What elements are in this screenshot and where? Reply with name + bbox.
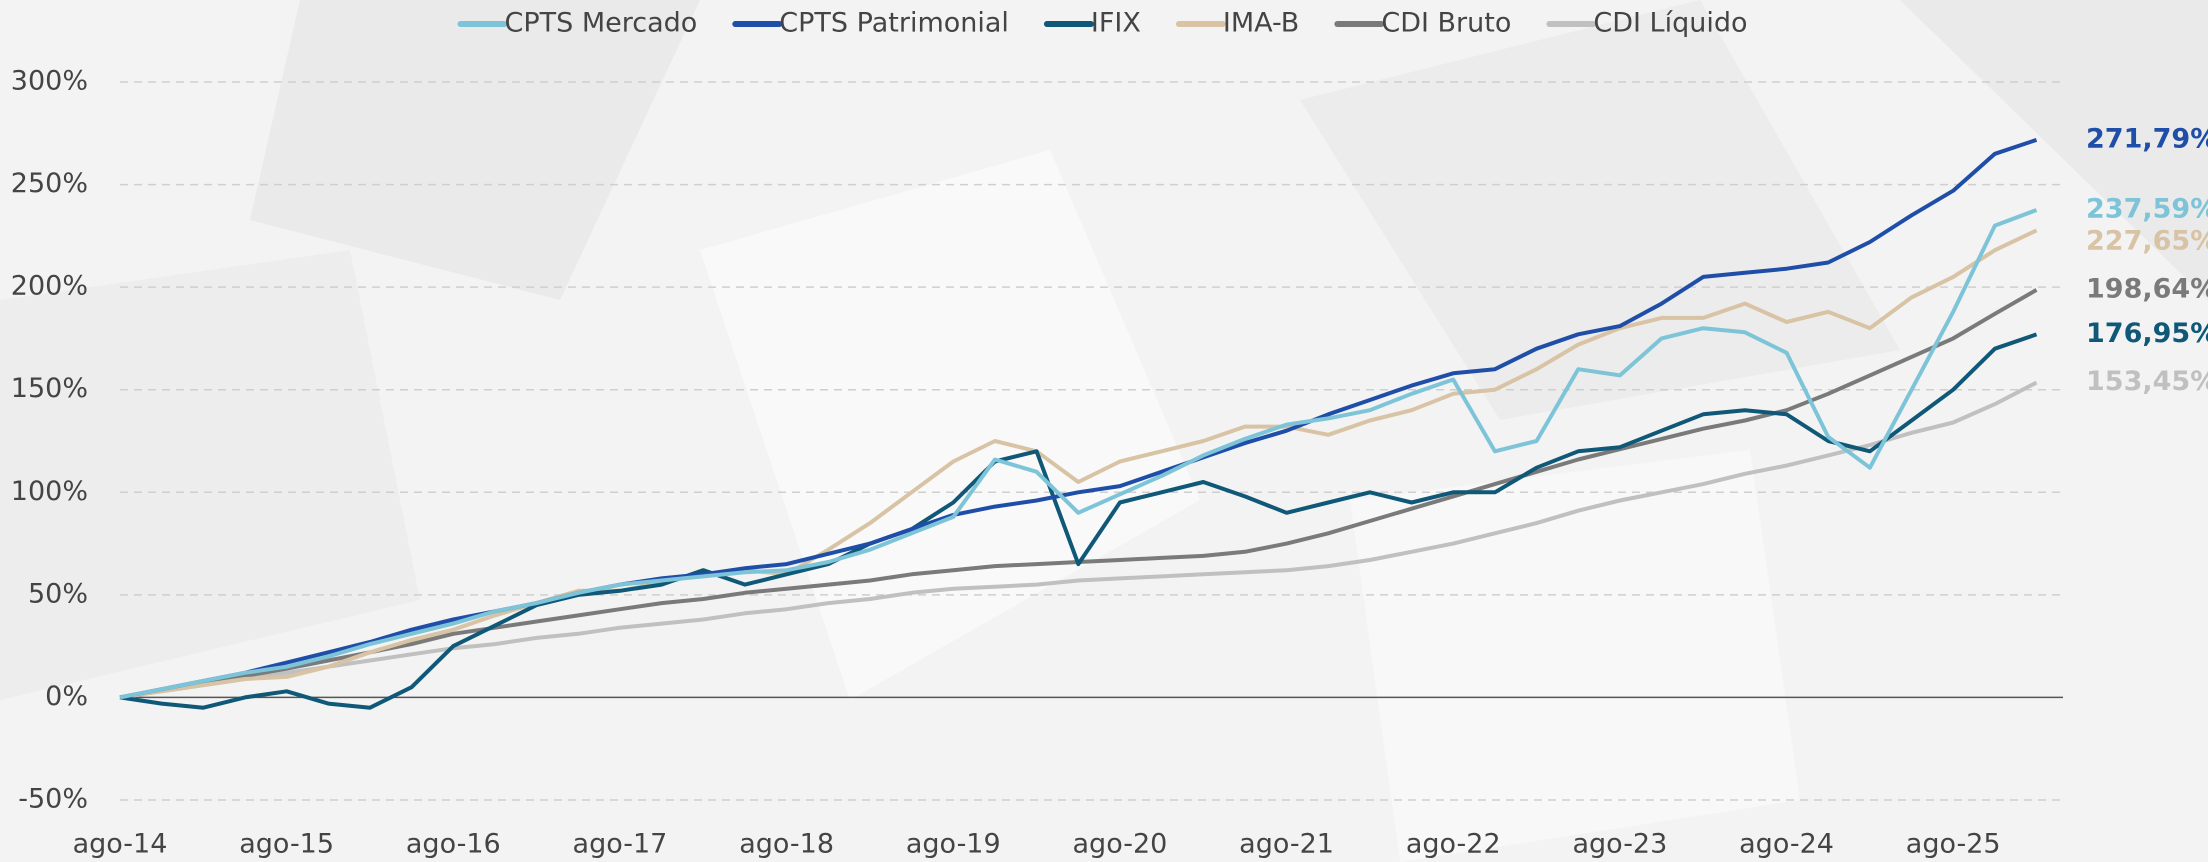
legend-label: IFIX [1091,8,1141,39]
legend-label: CDI Líquido [1593,8,1747,39]
x-tick-label: ago-23 [1572,829,1667,860]
x-tick-label: ago-16 [406,829,501,860]
end-value-label: 237,59% [2086,194,2208,225]
x-tick-label: ago-20 [1073,829,1168,860]
x-tick-label: ago-19 [906,829,1001,860]
y-tick-label: 150% [11,373,88,404]
y-tick-label: 250% [11,168,88,199]
y-tick-label: 50% [28,578,88,609]
x-tick-label: ago-22 [1406,829,1501,860]
series-line [119,380,2038,700]
end-value-label: 227,65% [2086,226,2208,257]
x-tick-label: ago-18 [739,829,834,860]
x-tick-label: ago-15 [239,829,334,860]
y-tick-label: 300% [11,66,88,97]
x-tick-label: ago-24 [1739,829,1834,860]
x-tick-label: ago-25 [1906,829,2001,860]
x-tick-label: ago-17 [573,829,668,860]
y-tick-label: 100% [11,476,88,507]
legend: CPTS Mercado CPTS Patrimonial IFIX IMA-B CDI… [457,8,1748,39]
y-tick-label: -50% [18,784,88,815]
y-tick-label: 0% [45,681,88,712]
series-line [119,208,2038,700]
series-line [119,332,2038,710]
legend-label: IMA-B [1223,8,1299,39]
legend-label: CPTS Patrimonial [779,8,1009,39]
series-line [119,138,2038,700]
end-value-label: 153,45% [2086,366,2208,397]
end-value-label: 176,95% [2086,318,2208,349]
end-value-label: 198,64% [2086,273,2208,304]
y-tick-label: 200% [11,271,88,302]
legend-label: CPTS Mercado [504,8,697,39]
series-line [119,228,2038,700]
end-value-label: 271,79% [2086,123,2208,154]
x-tick-label: ago-21 [1239,829,1334,860]
x-tick-label: ago-14 [73,829,168,860]
legend-label: CDI Bruto [1381,8,1511,39]
